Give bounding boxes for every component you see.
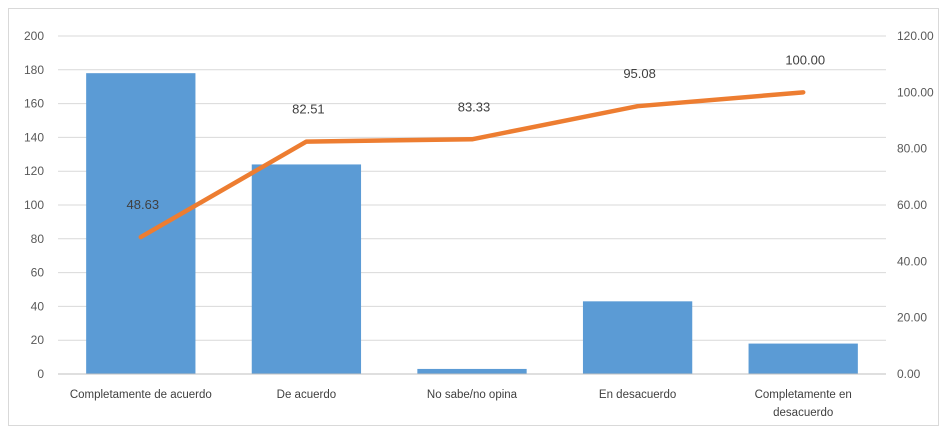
x-category-label-1: De acuerdo [277, 389, 336, 401]
x-category-label-line: desacuerdo [773, 407, 833, 419]
x-category-labels: Completamente de acuerdo De acuerdo No sab… [70, 389, 852, 419]
y-right-tick-120: 120.00 [897, 29, 934, 43]
y-right-tick-60: 60.00 [897, 198, 927, 212]
y-left-tick-180: 180 [24, 63, 44, 77]
chart-frame [8, 8, 939, 426]
line-label-1: 82.51 [292, 102, 325, 117]
x-category-label-line: Completamente de acuerdo [70, 389, 212, 401]
x-category-label-line: No sabe/no opina [427, 389, 518, 401]
y-right-tick-40: 40.00 [897, 254, 927, 268]
line-data-labels: 48.63 82.51 83.33 95.08 100.00 [127, 52, 826, 212]
bar-4 [748, 343, 858, 374]
y-left-tick-20: 20 [31, 333, 45, 347]
y-left-tick-120: 120 [24, 164, 44, 178]
bar-3 [582, 301, 693, 374]
y-right-tick-20: 20.00 [897, 311, 927, 325]
line-label-4: 100.00 [785, 52, 825, 67]
y-left-tick-0: 0 [37, 367, 44, 381]
x-category-label-line: Completamente en [755, 389, 852, 401]
y-left-tick-100: 100 [24, 198, 44, 212]
bar-1 [251, 164, 362, 374]
line-label-3: 95.08 [623, 66, 656, 81]
y-left-tick-labels: 0 20 40 60 80 100 120 140 160 180 200 [24, 29, 44, 381]
bar-0 [86, 73, 196, 375]
y-right-tick-80: 80.00 [897, 142, 927, 156]
x-category-label-0: Completamente de acuerdo [70, 389, 212, 401]
x-category-label-2: No sabe/no opina [427, 389, 518, 401]
y-left-tick-200: 200 [24, 29, 44, 43]
y-left-tick-160: 160 [24, 97, 44, 111]
x-category-label-4: Completamente en desacuerdo [755, 389, 852, 419]
y-left-tick-40: 40 [31, 299, 45, 313]
line-label-2: 83.33 [458, 99, 491, 114]
x-category-label-line: De acuerdo [277, 389, 336, 401]
y-right-tick-labels: 0.00 20.00 40.00 60.00 80.00 100.00 120.00 [897, 29, 934, 381]
y-right-tick-100: 100.00 [897, 85, 934, 99]
y-left-tick-140: 140 [24, 130, 44, 144]
line-label-0: 48.63 [127, 197, 160, 212]
cumulative-line-series [138, 90, 806, 240]
bar-2 [417, 368, 527, 374]
y-left-tick-80: 80 [31, 232, 45, 246]
x-category-label-line: En desacuerdo [599, 389, 676, 401]
x-category-label-3: En desacuerdo [599, 389, 676, 401]
bar-series [86, 73, 858, 375]
y-left-tick-60: 60 [31, 266, 45, 280]
y-right-tick-0: 0.00 [897, 367, 921, 381]
